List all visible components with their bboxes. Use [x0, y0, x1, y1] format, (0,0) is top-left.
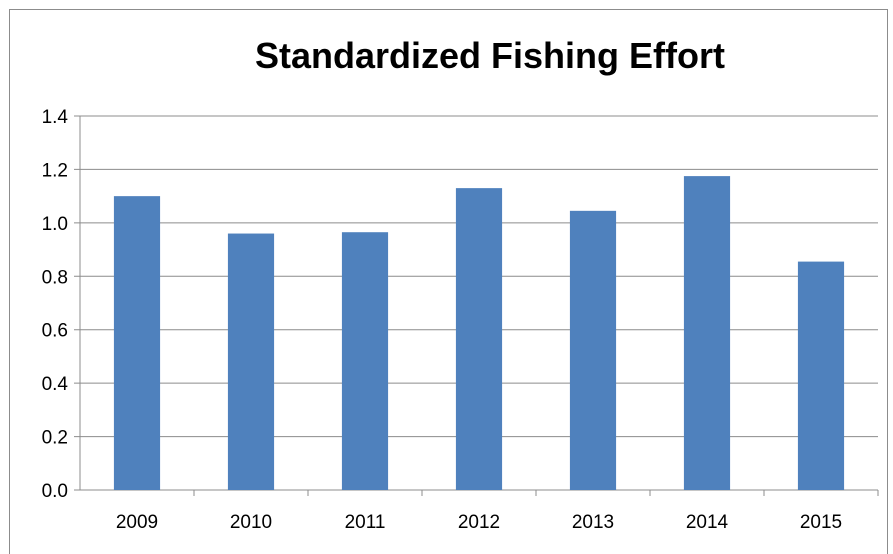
y-tick-label: 0.4 — [42, 374, 69, 395]
y-tick-label: 1.2 — [42, 160, 68, 181]
x-tick-label: 2009 — [116, 512, 158, 533]
chart-title: Standardized Fishing Effort — [255, 35, 725, 76]
bar-2012 — [455, 188, 503, 490]
bar-2011 — [341, 232, 389, 490]
bars — [113, 176, 845, 491]
y-tick-label: 0.8 — [42, 267, 68, 288]
x-tick-label: 2011 — [345, 512, 386, 533]
chart-frame — [9, 9, 888, 554]
x-tick-label: 2010 — [230, 512, 272, 533]
y-tick-label: 0.0 — [42, 481, 68, 502]
x-tick-label: 2014 — [686, 512, 729, 533]
y-tick-label: 1.4 — [42, 107, 69, 128]
bar-2010 — [227, 233, 275, 491]
bar-2009 — [113, 196, 161, 490]
y-tick-label: 0.6 — [42, 321, 68, 342]
y-tick-label: 0.2 — [42, 428, 68, 449]
bar-2014 — [683, 176, 731, 490]
y-axis-ticks: 0.0 0.2 0.4 0.6 0.8 1.0 1.2 1.4 — [42, 107, 69, 502]
x-tick-label: 2012 — [458, 512, 500, 533]
bar-2013 — [569, 210, 617, 491]
x-tick-label: 2015 — [800, 512, 842, 533]
bar-2015 — [797, 261, 845, 490]
x-tick-label: 2013 — [572, 512, 614, 533]
x-axis: 2009 2010 2011 2012 2013 2014 2015 — [116, 490, 879, 533]
y-tick-label: 1.0 — [42, 214, 68, 235]
